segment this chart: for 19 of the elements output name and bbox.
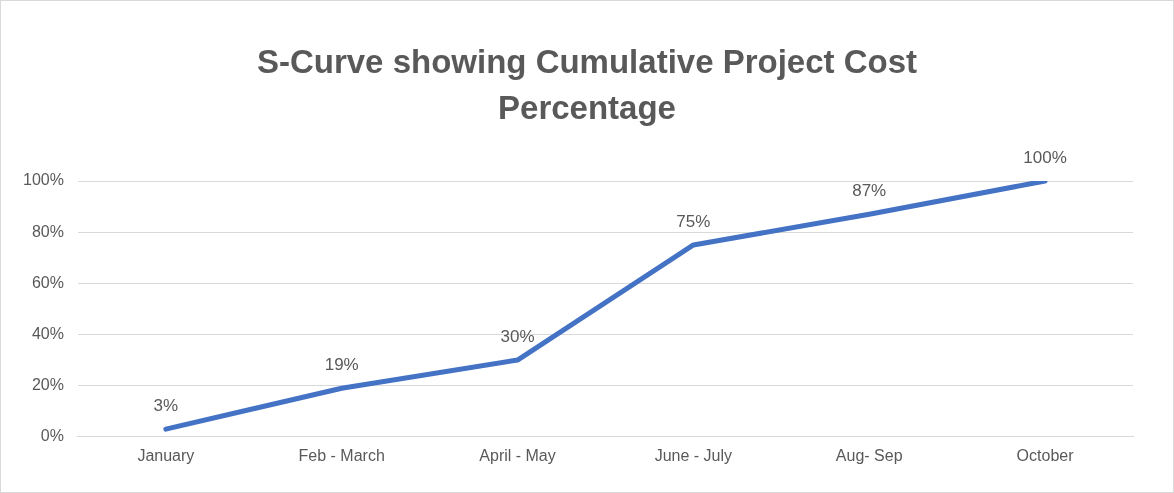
y-tick-label: 80% bbox=[31, 222, 64, 240]
x-tick-label: Feb - March bbox=[298, 446, 385, 464]
x-tick-label: October bbox=[1016, 446, 1075, 464]
data-label: 19% bbox=[324, 355, 359, 375]
y-tick-label: 100% bbox=[23, 171, 64, 189]
x-tick-label: January bbox=[137, 446, 195, 464]
x-tick-label: June - July bbox=[654, 446, 733, 464]
y-tick-label: 60% bbox=[31, 273, 64, 291]
y-tick-label: 0% bbox=[40, 427, 64, 445]
x-tick-label: Aug- Sep bbox=[835, 446, 903, 464]
x-tick-label: April - May bbox=[479, 446, 556, 464]
data-label: 30% bbox=[500, 327, 535, 347]
data-label: 87% bbox=[852, 181, 887, 201]
y-tick-label: 40% bbox=[31, 324, 64, 342]
chart-title: S-Curve showing Cumulative Project Cost Percentage bbox=[255, 42, 919, 128]
data-label: 100% bbox=[1023, 148, 1067, 168]
data-label: 3% bbox=[153, 396, 179, 416]
data-label: 75% bbox=[676, 212, 711, 232]
y-tick-label: 20% bbox=[31, 376, 64, 394]
